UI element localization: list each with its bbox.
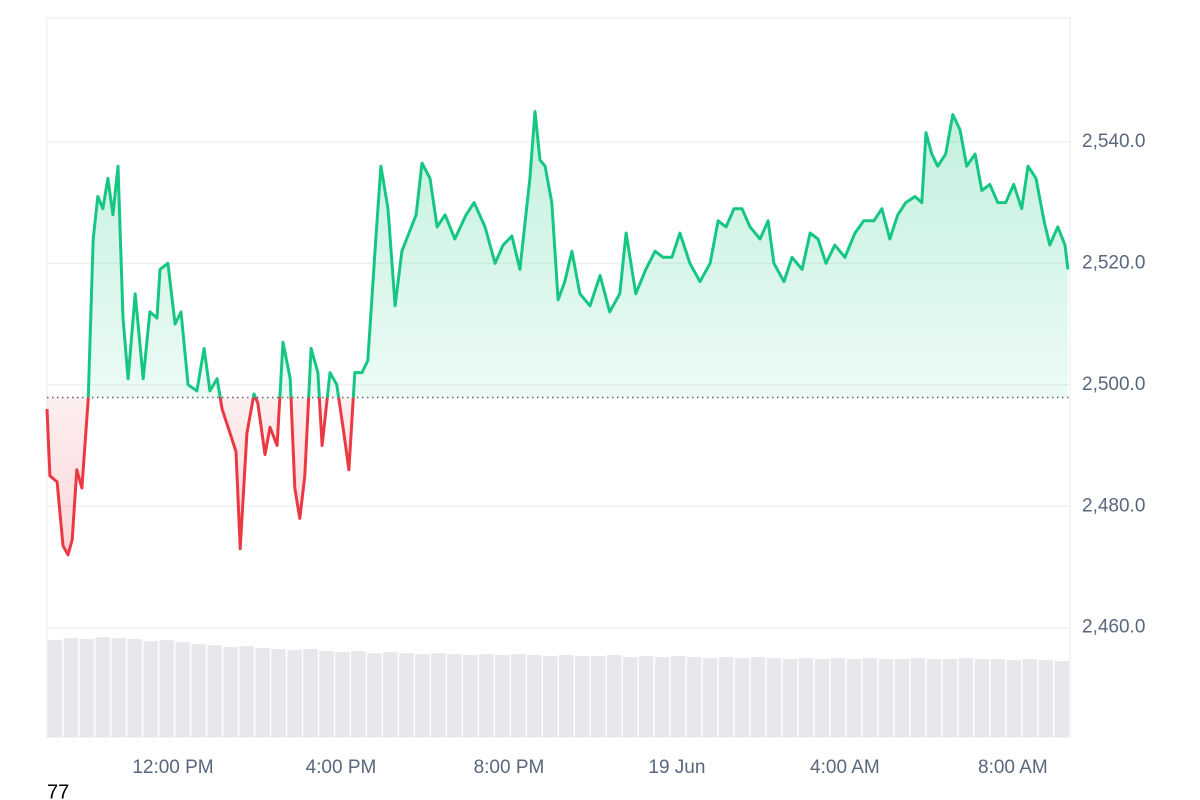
- volume-bar: [319, 651, 334, 737]
- volume-bar: [463, 655, 478, 737]
- volume-bar: [942, 659, 958, 737]
- volume-bar: [479, 654, 494, 737]
- volume-bar: [590, 656, 606, 737]
- volume-bar: [766, 658, 782, 737]
- volume-bar: [686, 657, 702, 737]
- volume-bar: [638, 656, 654, 737]
- volume-bar: [415, 654, 430, 737]
- volume-bar: [287, 650, 302, 737]
- volume-bar: [1054, 661, 1069, 737]
- x-tick-label: 4:00 PM: [306, 757, 377, 778]
- area-fill: [47, 111, 1068, 555]
- volume-bar: [750, 657, 766, 737]
- volume-bar: [878, 659, 894, 737]
- volume-bar: [335, 652, 350, 737]
- x-tick-label: 12:00 PM: [132, 757, 213, 778]
- volume-bar: [383, 652, 398, 737]
- volume-bar: [830, 658, 846, 737]
- volume-bar: [543, 656, 558, 737]
- x-tick-label: 19 Jun: [648, 757, 705, 778]
- volume-bar: [654, 657, 670, 737]
- volume-bar: [527, 655, 542, 737]
- volume-bar: [1038, 660, 1054, 737]
- y-tick-label: 2,520.0: [1082, 252, 1145, 273]
- volume-bar: [495, 655, 510, 737]
- volume-bar: [702, 658, 718, 737]
- volume-bar: [910, 658, 926, 737]
- volume-bar: [926, 659, 942, 737]
- volume-bar: [127, 639, 142, 737]
- volume-bar: [239, 646, 254, 737]
- volume-bar: [367, 653, 382, 737]
- volume-bar: [399, 653, 414, 737]
- plot-frame: [46, 17, 1071, 738]
- y-tick-label: 2,500.0: [1082, 374, 1145, 395]
- volume-bar: [670, 656, 686, 737]
- volume-bar: [734, 658, 750, 737]
- volume-bar: [63, 638, 78, 737]
- volume-bar: [255, 648, 270, 737]
- x-tick-label: 4:00 AM: [810, 757, 880, 778]
- volume-bar: [351, 651, 366, 737]
- volume-bar: [431, 653, 446, 737]
- volume-bar: [159, 640, 174, 737]
- volume-bar: [1022, 659, 1038, 737]
- volume-bar: [782, 659, 798, 737]
- volume-bar: [846, 659, 862, 737]
- annotation: 77: [47, 781, 69, 800]
- volume-bar: [606, 655, 622, 737]
- volume-bar: [798, 658, 814, 737]
- volume-bar: [143, 641, 158, 737]
- price-line: [45, 110, 1070, 557]
- volume-bar: [511, 654, 526, 737]
- y-tick-label: 2,540.0: [1082, 131, 1145, 152]
- volume-bar: [894, 659, 910, 737]
- volume-bar: [95, 637, 110, 737]
- volume-bar: [559, 655, 574, 737]
- volume-bar: [814, 659, 830, 737]
- y-tick-label: 2,480.0: [1082, 495, 1145, 516]
- volume-bar: [271, 649, 286, 737]
- volume-bar: [718, 657, 734, 737]
- volume-bar: [47, 640, 62, 737]
- volume-bar: [974, 659, 990, 737]
- volume-bar: [574, 656, 590, 737]
- volume-bar: [175, 642, 190, 737]
- volume-bar: [111, 638, 126, 737]
- volume-bar: [207, 645, 222, 737]
- volume-bar: [990, 659, 1006, 737]
- volume-bar: [622, 657, 638, 737]
- volume-bar: [303, 649, 318, 737]
- volume-bar: [79, 639, 94, 737]
- volume-bar: [191, 644, 206, 737]
- volume-bar: [1006, 660, 1022, 737]
- volume-bar: [958, 658, 974, 737]
- volume-bar: [862, 658, 878, 737]
- volume-bar: [447, 654, 462, 737]
- volume-bar: [223, 647, 238, 737]
- y-tick-label: 2,460.0: [1082, 617, 1145, 638]
- x-tick-label: 8:00 AM: [978, 757, 1048, 778]
- x-tick-label: 8:00 PM: [474, 757, 545, 778]
